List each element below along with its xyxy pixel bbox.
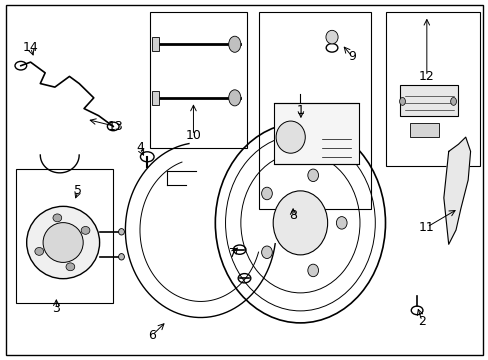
Bar — [385, 12, 479, 166]
Text: 10: 10 — [185, 129, 201, 142]
Ellipse shape — [450, 98, 456, 105]
Ellipse shape — [27, 206, 100, 279]
Bar — [149, 12, 246, 148]
Bar — [259, 12, 370, 208]
Ellipse shape — [81, 226, 90, 234]
Text: 2: 2 — [417, 315, 425, 328]
Ellipse shape — [276, 121, 305, 153]
Bar — [399, 85, 458, 116]
Ellipse shape — [118, 253, 124, 260]
Ellipse shape — [336, 217, 346, 229]
Text: 13: 13 — [107, 120, 123, 133]
Ellipse shape — [118, 229, 124, 235]
Ellipse shape — [228, 36, 241, 52]
Ellipse shape — [307, 264, 318, 277]
Bar — [152, 37, 159, 51]
Text: 7: 7 — [229, 247, 237, 260]
Bar — [409, 123, 438, 137]
Bar — [152, 91, 159, 105]
Ellipse shape — [325, 30, 337, 44]
Text: 1: 1 — [296, 104, 304, 117]
Ellipse shape — [228, 90, 241, 106]
Ellipse shape — [307, 169, 318, 181]
Ellipse shape — [261, 246, 272, 258]
Text: 11: 11 — [418, 221, 434, 234]
Text: 12: 12 — [418, 70, 434, 83]
Text: 9: 9 — [348, 50, 356, 63]
Text: 3: 3 — [52, 302, 60, 315]
Bar — [273, 103, 358, 164]
Ellipse shape — [399, 98, 405, 105]
Text: 5: 5 — [74, 184, 82, 197]
Ellipse shape — [53, 214, 61, 222]
Text: 8: 8 — [288, 209, 297, 222]
Ellipse shape — [273, 191, 327, 255]
Text: 6: 6 — [148, 329, 156, 342]
Text: 14: 14 — [22, 41, 39, 54]
Ellipse shape — [43, 222, 83, 262]
Ellipse shape — [261, 187, 272, 200]
Ellipse shape — [66, 263, 75, 271]
Ellipse shape — [35, 247, 43, 255]
Text: 4: 4 — [136, 141, 143, 154]
Polygon shape — [443, 137, 469, 244]
Bar — [16, 169, 113, 303]
